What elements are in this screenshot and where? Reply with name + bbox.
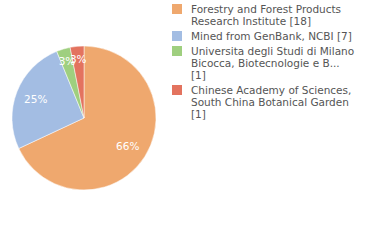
pie-slice — [12, 51, 84, 148]
legend-label: Forestry and Forest Products Research In… — [191, 3, 341, 27]
legend-entry: Chinese Academy of Sciences, South China… — [172, 84, 356, 120]
legend: Forestry and Forest Products Research In… — [172, 3, 376, 123]
legend-entry: Forestry and Forest Products Research In… — [172, 3, 356, 27]
legend-swatch — [172, 85, 182, 95]
legend-label: Universita degli Studi di Milano Bicocca… — [191, 45, 354, 81]
legend-entry: Universita degli Studi di Milano Bicocca… — [172, 45, 356, 81]
chart-root: 66%25%3%3% Forestry and Forest Products … — [0, 0, 380, 240]
legend-entry: Mined from GenBank, NCBI [7] — [172, 30, 356, 42]
legend-swatch — [172, 31, 182, 41]
legend-swatch — [172, 46, 182, 56]
legend-swatch — [172, 4, 182, 14]
data-label: 66% — [116, 140, 139, 152]
legend-label: Chinese Academy of Sciences, South China… — [191, 84, 351, 120]
pie-area: 66%25%3%3% — [0, 0, 172, 240]
data-label: 25% — [24, 93, 47, 105]
legend-label: Mined from GenBank, NCBI [7] — [191, 30, 352, 42]
data-label: 3% — [70, 53, 87, 65]
